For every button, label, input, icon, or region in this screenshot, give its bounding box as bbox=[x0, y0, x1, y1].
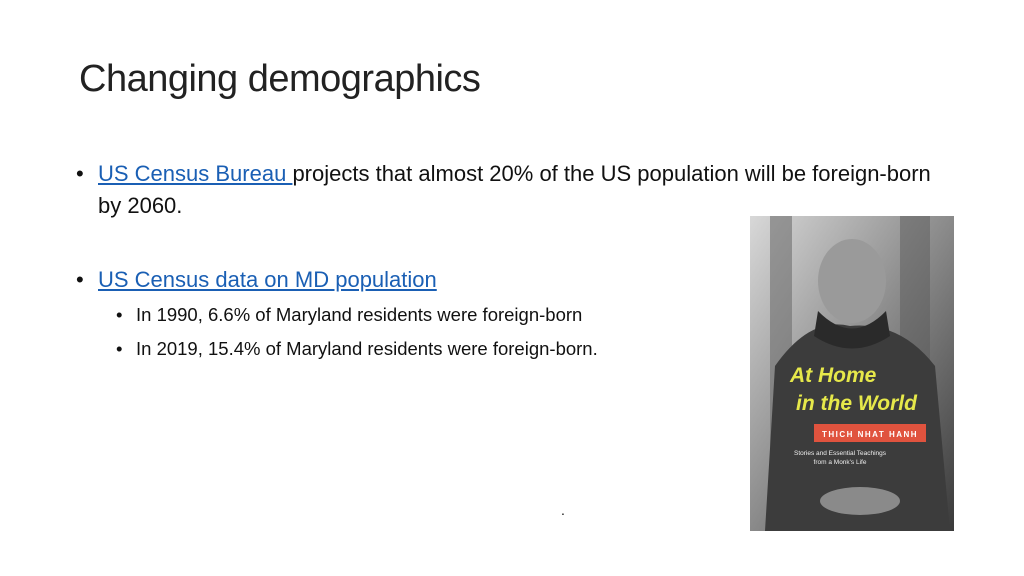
cover-subtitle: Stories and Essential Teachings bbox=[794, 450, 887, 457]
cover-subtitle: from a Monk's Life bbox=[814, 459, 867, 466]
cover-title: in the World bbox=[796, 392, 918, 415]
head bbox=[818, 239, 886, 323]
slide-title: Changing demographics bbox=[79, 58, 481, 100]
bullet: US Census data on MD population bbox=[76, 264, 738, 296]
footnote: . bbox=[561, 502, 565, 518]
cover-title: At Home bbox=[789, 364, 877, 387]
link[interactable]: US Census Bureau bbox=[98, 161, 293, 186]
scarf bbox=[814, 311, 890, 349]
link[interactable]: US Census data on MD population bbox=[98, 267, 437, 292]
author-banner bbox=[814, 424, 926, 442]
hands bbox=[820, 487, 900, 515]
bullet: US Census Bureau projects that almost 20… bbox=[76, 158, 958, 222]
sub-bullet: In 1990, 6.6% of Maryland residents were… bbox=[116, 302, 582, 328]
sub-bullet: In 2019, 15.4% of Maryland residents wer… bbox=[116, 336, 598, 362]
bullet-text: projects that almost 20% of the US popul… bbox=[98, 161, 931, 218]
cover-author: THICH NHAT HANH bbox=[822, 430, 918, 439]
book-cover: At Home in the World THICH NHAT HANH Sto… bbox=[750, 216, 954, 531]
